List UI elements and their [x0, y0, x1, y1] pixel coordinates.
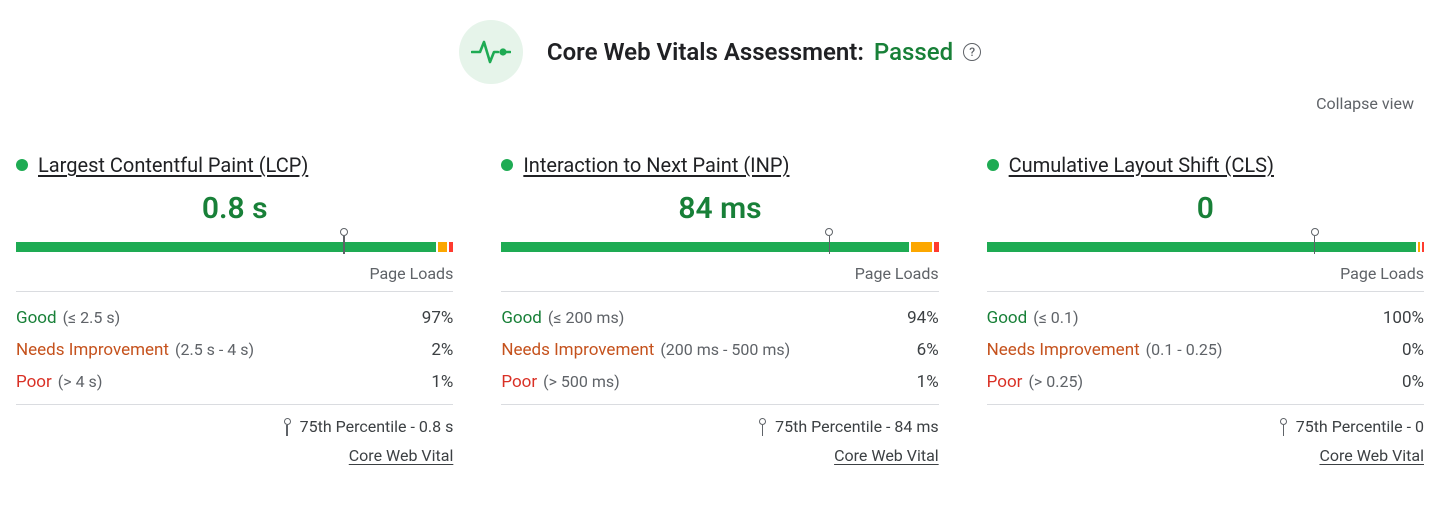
help-icon[interactable]: ?	[963, 43, 981, 61]
metric-title-link[interactable]: Interaction to Next Paint (INP)	[523, 153, 789, 177]
percentile-text: 75th Percentile - 0	[1296, 417, 1424, 436]
dist-row-ni: Needs Improvement (0.1 - 0.25) 0%	[987, 334, 1424, 366]
dist-label: Poor	[987, 372, 1023, 392]
core-web-vital-link[interactable]: Core Web Vital	[834, 446, 939, 465]
dist-pct: 1%	[917, 372, 939, 392]
dist-pct: 1%	[431, 372, 453, 392]
assessment-header: Core Web Vitals Assessment: Passed ?	[10, 20, 1430, 84]
percentile-row: 75th Percentile - 0.8 s	[16, 405, 453, 446]
pointer-icon	[1279, 418, 1288, 436]
dist-label: Needs Improvement	[501, 340, 654, 360]
pointer-icon	[758, 418, 767, 436]
distribution-bar	[987, 228, 1424, 254]
dist-row-poor: Poor (> 0.25) 0%	[987, 366, 1424, 398]
dist-label: Poor	[501, 372, 537, 392]
assessment-title-prefix: Core Web Vitals Assessment:	[547, 38, 864, 66]
metric-card-cls: Cumulative Layout Shift (CLS) 0 Page Loa…	[987, 153, 1424, 465]
dist-threshold: (≤ 2.5 s)	[63, 308, 121, 327]
dist-pct: 94%	[907, 308, 939, 328]
dist-pct: 0%	[1402, 372, 1424, 392]
dist-label: Good	[16, 308, 57, 328]
dist-threshold: (> 0.25)	[1028, 372, 1083, 391]
assessment-title: Core Web Vitals Assessment: Passed ?	[547, 38, 981, 66]
metric-value: 0.8 s	[16, 191, 453, 226]
dist-label: Needs Improvement	[16, 340, 169, 360]
page-loads-label: Page Loads	[501, 264, 938, 292]
vitals-icon	[459, 20, 523, 84]
dist-row-ni: Needs Improvement (200 ms - 500 ms) 6%	[501, 334, 938, 366]
dist-row-good: Good (≤ 2.5 s) 97%	[16, 302, 453, 334]
percentile-row: 75th Percentile - 84 ms	[501, 405, 938, 446]
dist-label: Good	[987, 308, 1028, 328]
status-dot	[501, 159, 513, 171]
metric-title-link[interactable]: Cumulative Layout Shift (CLS)	[1009, 153, 1274, 177]
dist-row-poor: Poor (> 4 s) 1%	[16, 366, 453, 398]
percentile-pointer	[1310, 228, 1320, 254]
page-loads-label: Page Loads	[16, 264, 453, 292]
dist-threshold: (≤ 200 ms)	[548, 308, 624, 327]
dist-threshold: (200 ms - 500 ms)	[660, 340, 790, 359]
dist-pct: 100%	[1383, 308, 1424, 328]
metric-card-lcp: Largest Contentful Paint (LCP) 0.8 s Pag…	[16, 153, 453, 465]
dist-row-good: Good (≤ 200 ms) 94%	[501, 302, 938, 334]
percentile-row: 75th Percentile - 0	[987, 405, 1424, 446]
dist-label: Good	[501, 308, 542, 328]
metric-card-inp: Interaction to Next Paint (INP) 84 ms Pa…	[501, 153, 938, 465]
distribution-bar	[16, 228, 453, 254]
dist-threshold: (> 4 s)	[58, 372, 103, 391]
distribution-bar	[501, 228, 938, 254]
dist-threshold: (≤ 0.1)	[1033, 308, 1078, 327]
metric-value: 84 ms	[501, 191, 938, 226]
dist-label: Poor	[16, 372, 52, 392]
percentile-pointer	[339, 228, 349, 254]
assessment-status: Passed	[874, 38, 953, 66]
dist-pct: 97%	[422, 308, 454, 328]
dist-row-ni: Needs Improvement (2.5 s - 4 s) 2%	[16, 334, 453, 366]
dist-threshold: (2.5 s - 4 s)	[175, 340, 254, 359]
dist-threshold: (0.1 - 0.25)	[1146, 340, 1223, 359]
core-web-vital-link[interactable]: Core Web Vital	[1319, 446, 1424, 465]
metric-title-link[interactable]: Largest Contentful Paint (LCP)	[38, 153, 308, 177]
collapse-view-link[interactable]: Collapse view	[10, 94, 1430, 113]
dist-pct: 2%	[431, 340, 453, 360]
dist-row-good: Good (≤ 0.1) 100%	[987, 302, 1424, 334]
dist-row-poor: Poor (> 500 ms) 1%	[501, 366, 938, 398]
dist-threshold: (> 500 ms)	[543, 372, 620, 391]
dist-pct: 6%	[917, 340, 939, 360]
dist-pct: 0%	[1402, 340, 1424, 360]
dist-label: Needs Improvement	[987, 340, 1140, 360]
page-loads-label: Page Loads	[987, 264, 1424, 292]
percentile-text: 75th Percentile - 0.8 s	[300, 417, 454, 436]
status-dot	[987, 159, 999, 171]
metrics-grid: Largest Contentful Paint (LCP) 0.8 s Pag…	[10, 153, 1430, 465]
metric-value: 0	[987, 191, 1424, 226]
status-dot	[16, 159, 28, 171]
percentile-text: 75th Percentile - 84 ms	[775, 417, 939, 436]
percentile-pointer	[824, 228, 834, 254]
core-web-vital-link[interactable]: Core Web Vital	[349, 446, 454, 465]
pointer-icon	[283, 418, 292, 436]
